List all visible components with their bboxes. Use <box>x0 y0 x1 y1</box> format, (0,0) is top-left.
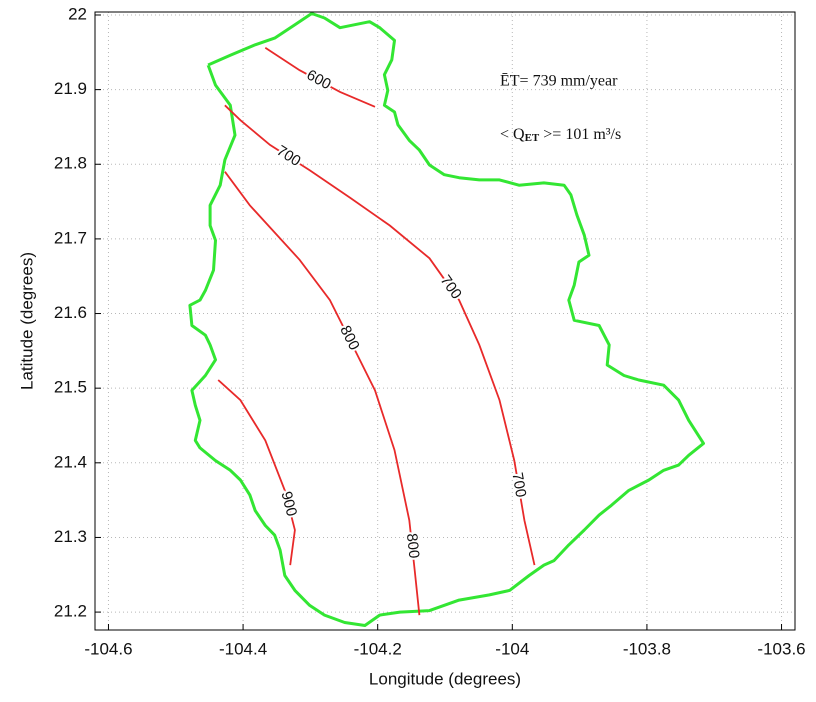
contour-line <box>264 47 376 108</box>
y-tick-label: 21.4 <box>54 452 87 471</box>
contour-label: 900 <box>277 490 300 518</box>
y-axis-label: Latitude (degrees) <box>17 252 36 390</box>
x-tick-label: -104.2 <box>354 639 402 658</box>
contour-label: 700 <box>273 142 303 170</box>
y-tick-label: 21.9 <box>54 79 87 98</box>
x-axis-label: Longitude (degrees) <box>369 669 521 688</box>
x-tick-label: -104 <box>495 639 529 658</box>
x-tick-label: -103.6 <box>757 639 805 658</box>
contour-label: 800 <box>336 323 362 353</box>
contour-line <box>224 171 421 616</box>
labels: -104.6 -104.4 -104.2 -104 -103.8 -103.6 21.2 21… <box>54 4 806 658</box>
plot-data <box>188 12 705 627</box>
contour-label: 600 <box>304 66 334 93</box>
plot-frame <box>94 11 796 631</box>
annotation: ĒT= 739 mm/year <box>500 73 618 90</box>
annotation-part: >= 101 m³/s <box>539 126 621 143</box>
y-tick-label: 21.7 <box>54 228 87 247</box>
grid <box>95 12 795 630</box>
y-tick-label: 21.8 <box>54 154 87 173</box>
annotation-part: ET <box>525 132 540 144</box>
y-tick-label: 21.6 <box>54 303 87 322</box>
y-tick-label: 22 <box>68 4 87 23</box>
x-tick-label: -104.4 <box>219 639 267 658</box>
x-tick-label: -103.8 <box>623 639 671 658</box>
y-tick-label: 21.3 <box>54 527 87 546</box>
annotation: < QET >= 101 m³/s <box>500 126 621 144</box>
contour-line <box>224 104 536 566</box>
contour-line <box>217 379 296 566</box>
y-tick-label: 21.5 <box>54 378 87 397</box>
contour-label: 700 <box>437 272 465 302</box>
boundary <box>188 12 705 627</box>
annotation-part: < Q <box>500 126 525 143</box>
contour-label: 800 <box>403 532 423 559</box>
y-tick-label: 21.2 <box>54 602 87 621</box>
x-tick-label: -104.6 <box>84 639 132 658</box>
contour-label: 700 <box>508 471 529 499</box>
